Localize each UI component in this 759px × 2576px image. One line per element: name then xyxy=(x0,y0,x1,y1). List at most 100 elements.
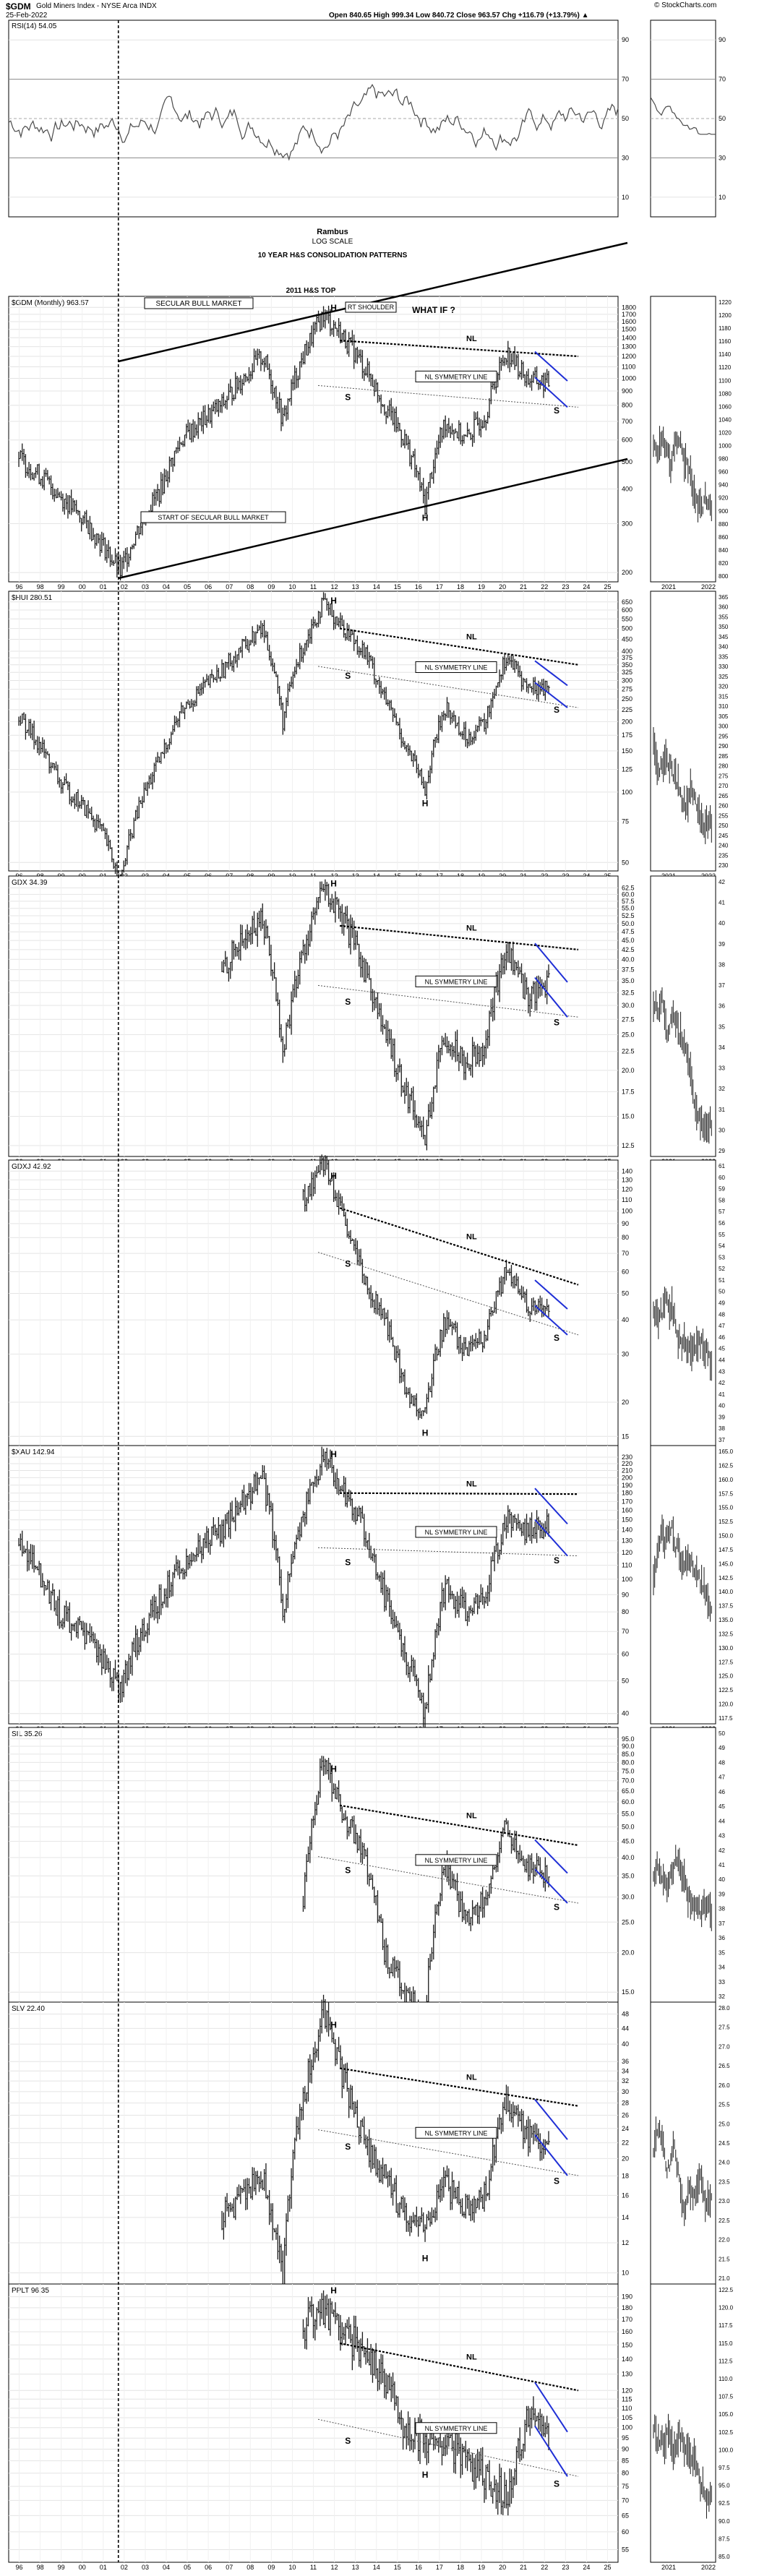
price-tick-label: 42.5 xyxy=(622,946,635,953)
x-axis-label: 18 xyxy=(457,583,464,591)
price-tick-label: 110 xyxy=(622,2405,632,2412)
price-tick-label: 100 xyxy=(622,2424,632,2431)
symmetry-label-box xyxy=(415,975,497,987)
price-tick-label: 30 xyxy=(622,2088,629,2095)
rsi-line xyxy=(8,83,619,161)
inset-tick-label: 23.5 xyxy=(719,2178,730,2185)
inset-tick-label: 26.5 xyxy=(719,2063,730,2069)
price-tick-label: 50 xyxy=(622,1677,629,1684)
symmetry-label: NL SYMMETRY LINE xyxy=(425,373,488,380)
rsi-label: RSI(14) 54.05 xyxy=(12,22,57,30)
neckline xyxy=(339,2342,579,2392)
price-tick-label: 24 xyxy=(622,2125,629,2132)
price-tick-label: 17.5 xyxy=(622,1088,635,1095)
inset-tick-label: 45 xyxy=(719,1803,725,1810)
rsi-inset-tick-label: 90 xyxy=(719,36,726,43)
inset-tick-label: 960 xyxy=(719,469,729,476)
panel-title: GDX 34.39 xyxy=(12,879,48,887)
inset-tick-label: 39 xyxy=(719,1414,725,1420)
x-axis-label: 20 xyxy=(499,583,506,591)
inset-tick-label: 44 xyxy=(719,1818,725,1824)
x-axis-label: 13 xyxy=(352,2564,359,2571)
inset-tick-label: 40 xyxy=(719,920,725,927)
inset-tick-label: 800 xyxy=(719,573,729,580)
panel-title: $HUI 280.51 xyxy=(12,594,53,602)
price-inset-frame xyxy=(650,591,716,872)
neckline-label: NL xyxy=(466,2074,477,2082)
inset-tick-label: 120.0 xyxy=(719,2305,734,2311)
inset-tick-label: 140.0 xyxy=(719,1589,734,1595)
price-tick-label: 80 xyxy=(622,2470,629,2477)
inset-tick-label: 47 xyxy=(719,1323,725,1329)
blue-flag-line xyxy=(534,943,568,983)
price-tick-label: 80 xyxy=(622,1234,629,1241)
price-tick-label: 140 xyxy=(622,1527,632,1534)
price-tick-label: 275 xyxy=(622,686,632,693)
price-inset-frame xyxy=(650,2001,716,2285)
x-axis-label: 11 xyxy=(310,583,317,591)
inset-tick-label: 36 xyxy=(719,1003,725,1010)
head-label: H xyxy=(422,2470,429,2480)
inset-tick-label: 110.0 xyxy=(719,2376,733,2382)
price-tick-label: 90 xyxy=(622,1220,629,1227)
blue-flag-line xyxy=(534,1487,568,1525)
inset-tick-label: 100.0 xyxy=(719,2447,734,2453)
inset-tick-label: 230 xyxy=(719,862,729,869)
inset-tick-label: 122.5 xyxy=(719,2287,734,2293)
shoulder-label: S xyxy=(554,1333,559,1343)
price-tick-label: 28 xyxy=(622,2100,629,2107)
inset-tick-label: 60 xyxy=(719,1175,725,1181)
neckline xyxy=(339,1207,579,1286)
inset-tick-label: 26.0 xyxy=(719,2082,730,2089)
inset-tick-label: 147.5 xyxy=(719,1547,734,1553)
symmetry-line xyxy=(317,2418,579,2477)
symmetry-label: NL SYMMETRY LINE xyxy=(425,664,488,671)
inset-tick-label: 310 xyxy=(719,703,729,710)
inset-tick-label: 50 xyxy=(719,1289,725,1295)
head-label: H xyxy=(422,799,429,809)
inset-tick-label: 125.0 xyxy=(719,1673,734,1680)
inset-tick-label: 1200 xyxy=(719,312,732,319)
inset-tick-label: 270 xyxy=(719,783,729,789)
price-tick-label: 400 xyxy=(622,648,632,655)
inset-tick-label: 49 xyxy=(719,1745,725,1751)
symmetry-line xyxy=(317,1252,579,1336)
x-axis-label: 99 xyxy=(58,583,65,591)
price-tick-label: 30.0 xyxy=(622,1894,635,1901)
price-tick-label: 600 xyxy=(622,437,632,444)
inset-tick-label: 41 xyxy=(719,1862,725,1868)
price-tick-label: 300 xyxy=(622,677,632,684)
price-tick-label: 120 xyxy=(622,2387,632,2394)
symmetry-line xyxy=(317,984,579,1018)
price-tick-label: 130 xyxy=(622,1176,632,1183)
inset-tick-label: 820 xyxy=(719,560,729,567)
price-tick-label: 12.5 xyxy=(622,1142,635,1149)
x-axis-label: 04 xyxy=(163,583,170,591)
inset-tick-label: 350 xyxy=(719,624,729,630)
price-tick-label: 1500 xyxy=(622,326,636,333)
price-tick-label: 100 xyxy=(622,1208,632,1215)
price-tick-label: 40 xyxy=(622,1316,629,1323)
head-label: H xyxy=(422,1427,429,1438)
x-axis-label: 00 xyxy=(79,2564,86,2571)
inset-tick-label: 42 xyxy=(719,1847,725,1854)
inset-tick-label: 90.0 xyxy=(719,2518,730,2525)
price-tick-label: 27.5 xyxy=(622,1016,635,1023)
inset-tick-label: 320 xyxy=(719,684,729,690)
price-tick-label: 50.0 xyxy=(622,920,635,927)
inset-tick-label: 315 xyxy=(719,693,729,700)
inset-tick-label: 245 xyxy=(719,833,729,839)
x-axis-label: 98 xyxy=(37,583,44,591)
price-tick-label: 60 xyxy=(622,2528,629,2536)
inset-tick-label: 32 xyxy=(719,1993,725,2000)
inset-tick-label: 43 xyxy=(719,1368,725,1375)
price-tick-label: 55.0 xyxy=(622,905,635,912)
inset-tick-label: 56 xyxy=(719,1220,725,1227)
inset-tick-label: 37 xyxy=(719,1920,725,1927)
price-tick-label: 110 xyxy=(622,1562,632,1569)
rsi-inset-tick-label: 50 xyxy=(719,115,726,122)
x-axis-label: 21 xyxy=(520,583,527,591)
price-tick-label: 70 xyxy=(622,2496,629,2504)
inset-tick-label: 305 xyxy=(719,713,729,720)
inset-tick-label: 51 xyxy=(719,1277,725,1284)
